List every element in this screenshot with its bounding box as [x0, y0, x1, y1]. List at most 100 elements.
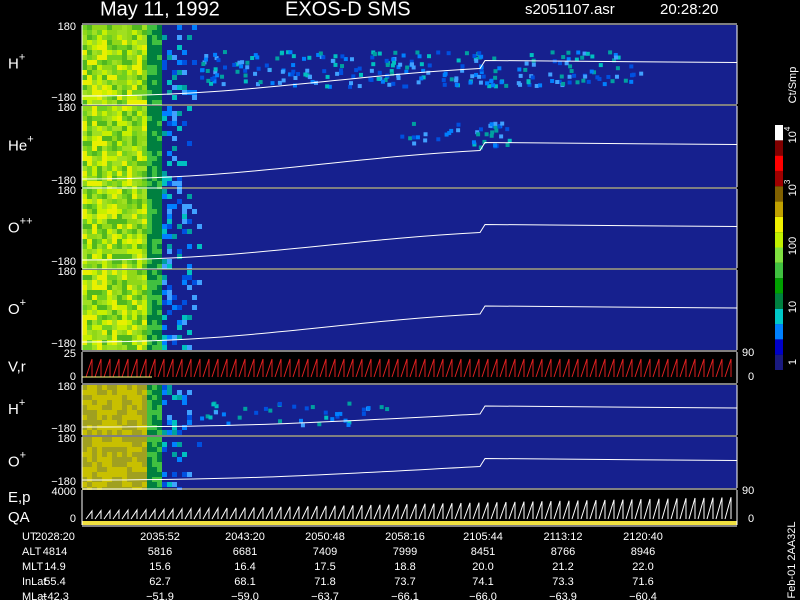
- spectrogram-cell: [147, 345, 152, 350]
- spectrogram-cell: [305, 68, 310, 73]
- spectrogram-cell: [167, 300, 172, 305]
- spectrogram-cell: [87, 224, 92, 229]
- spectrogram-cell: [87, 199, 92, 204]
- spectrogram-cell: [82, 244, 87, 249]
- spectrogram-cell: [152, 60, 157, 65]
- spectrogram-cell: [82, 166, 87, 171]
- table-cell: 14.9: [44, 561, 65, 573]
- spectrogram-cell: [92, 50, 97, 55]
- spectrogram-cell: [112, 156, 117, 161]
- spectrogram-cell: [102, 75, 107, 80]
- spectrogram-cell: [152, 395, 157, 400]
- spectrogram-cell: [147, 320, 152, 325]
- spectrogram-cell: [107, 85, 112, 90]
- spectrogram-cell: [137, 385, 142, 390]
- spectrogram-cell: [107, 219, 112, 224]
- spectrogram-cell: [82, 472, 87, 477]
- spectrogram-cell: [157, 75, 162, 80]
- spectrogram-cell: [117, 80, 122, 85]
- spectrogram-cell: [142, 60, 147, 65]
- spectrogram-cell: [82, 320, 87, 325]
- spectrogram-cell: [137, 405, 142, 410]
- spectrogram-cell: [142, 25, 147, 30]
- spectrogram-cell: [97, 141, 102, 146]
- spectrogram-cell: [127, 315, 132, 320]
- spectrogram-cell: [97, 194, 102, 199]
- spectrogram-cell: [132, 126, 137, 131]
- spectrogram-cell: [304, 406, 309, 411]
- spectrogram-cell: [167, 482, 172, 487]
- spectrogram-cell: [82, 40, 87, 45]
- spectrogram-cell: [157, 285, 162, 290]
- spectrogram-cell: [583, 74, 588, 79]
- spectrogram-cell: [122, 80, 127, 85]
- spectrogram-cell: [288, 50, 293, 55]
- spectrogram-cell: [112, 219, 117, 224]
- spectrogram-cell: [147, 254, 152, 259]
- spectrogram-cell: [102, 340, 107, 345]
- spectrogram-cell: [132, 214, 137, 219]
- spectrogram-cell: [87, 270, 92, 275]
- colorbar-segment: [775, 216, 783, 233]
- spectrogram-cell: [122, 131, 127, 136]
- spectrogram-cell: [402, 84, 407, 89]
- spectrogram-cell: [492, 56, 497, 61]
- spectrogram-cell: [561, 81, 566, 86]
- spectrogram-cell: [177, 335, 182, 340]
- spectrogram-cell: [147, 131, 152, 136]
- spectrogram-cell: [423, 138, 428, 143]
- spectrogram-cell: [92, 462, 97, 467]
- spectrogram-cell: [102, 229, 107, 234]
- spectrogram-cell: [97, 106, 102, 111]
- spectrogram-cell: [152, 50, 157, 55]
- spectrogram-cell: [82, 415, 87, 420]
- spectrogram-cell: [597, 77, 602, 82]
- spectrogram-cell: [197, 442, 202, 447]
- spectrogram-cell: [92, 35, 97, 40]
- spectrogram-cell: [629, 64, 634, 69]
- spectrogram-cell: [87, 25, 92, 30]
- spectrogram-cell: [192, 280, 197, 285]
- spectrogram-cell: [112, 45, 117, 50]
- spectrogram-cell: [187, 275, 192, 280]
- spectrogram-cell: [343, 57, 348, 62]
- spectrogram-cell: [575, 80, 580, 85]
- spectrogram-cell: [127, 35, 132, 40]
- spectrogram-cell: [296, 72, 301, 77]
- spectrogram-cell: [102, 116, 107, 121]
- spectrogram-cell: [92, 295, 97, 300]
- spectrogram-cell: [127, 50, 132, 55]
- spectrogram-cell: [102, 35, 107, 40]
- spectrogram-cell: [97, 90, 102, 95]
- spectrogram-cell: [377, 51, 382, 56]
- spectrogram-cell: [82, 239, 87, 244]
- spectrogram-cell: [117, 420, 122, 425]
- spectrogram-cell: [122, 385, 127, 390]
- spectrogram-cell: [82, 385, 87, 390]
- spectrogram-cell: [107, 239, 112, 244]
- spectrogram-cell: [152, 410, 157, 415]
- spectrogram-cell: [117, 111, 122, 116]
- spectrogram-cell: [493, 143, 498, 148]
- spectrogram-cell: [167, 204, 172, 209]
- spectrogram-cell: [102, 285, 107, 290]
- spectrogram-cell: [132, 229, 137, 234]
- spectrogram-cell: [117, 244, 122, 249]
- spectrogram-cell: [447, 131, 452, 136]
- spectrogram-cell: [157, 151, 162, 156]
- spectrogram-cell: [97, 295, 102, 300]
- colorbar-tick-base: 10: [787, 131, 799, 143]
- spectrogram-cell: [142, 199, 147, 204]
- spectrogram-cell: [107, 171, 112, 176]
- spectrogram-cell: [137, 254, 142, 259]
- spectrogram-cell: [87, 136, 92, 141]
- spectrogram-cell: [97, 239, 102, 244]
- spectrogram-cell: [127, 290, 132, 295]
- spectrogram-cell: [177, 320, 182, 325]
- spectrogram-cell: [107, 270, 112, 275]
- spectrogram-cell: [142, 390, 147, 395]
- spectrogram-cell: [107, 420, 112, 425]
- spectrogram-cell: [122, 136, 127, 141]
- spectrogram-cell: [82, 35, 87, 40]
- spectrogram-cell: [574, 57, 579, 62]
